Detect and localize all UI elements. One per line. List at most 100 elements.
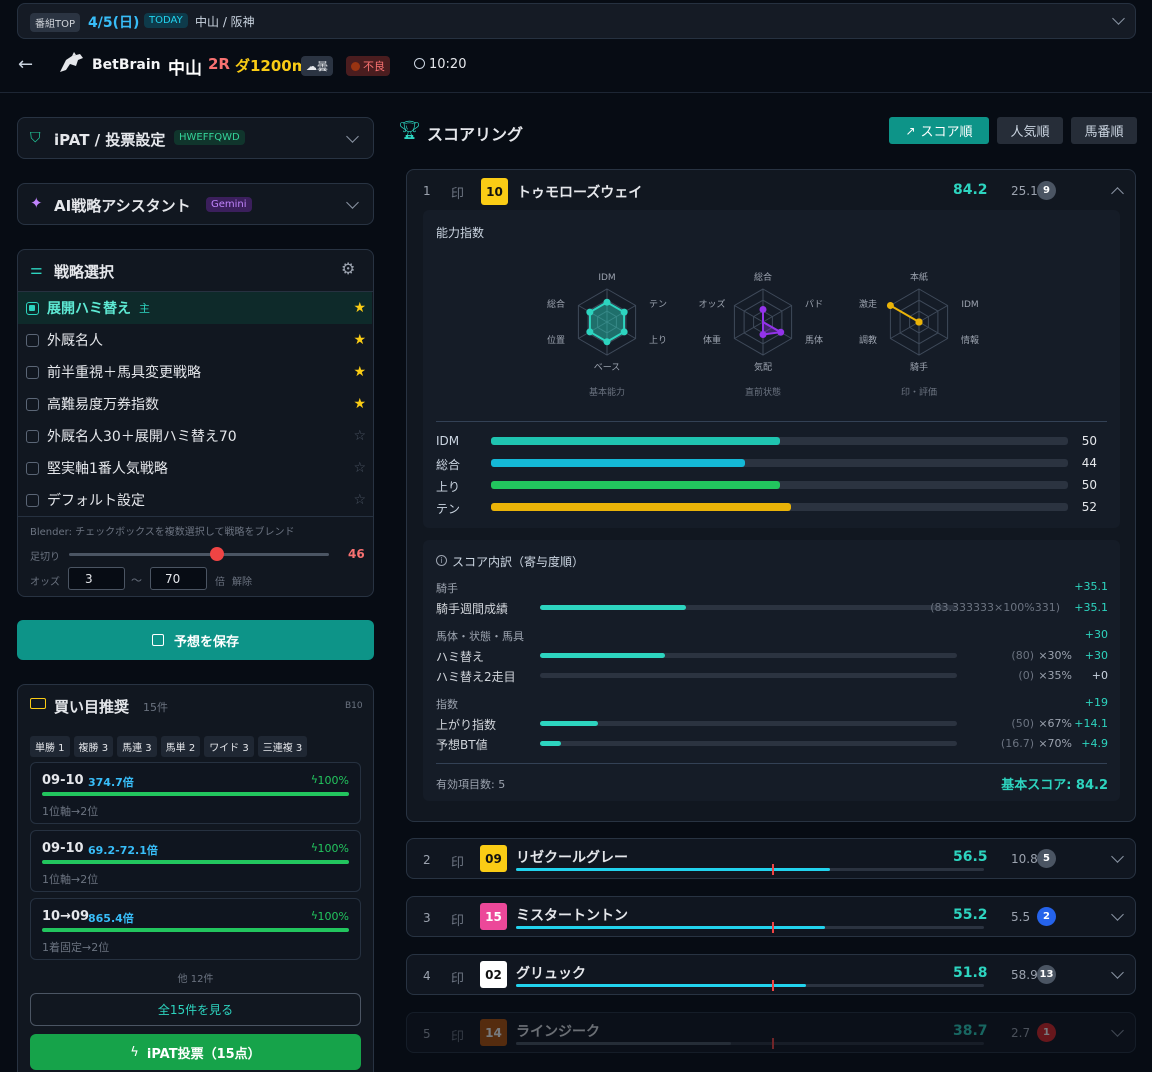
lightning-icon: ϟ (130, 1044, 139, 1060)
mark-button[interactable]: 印 (451, 856, 465, 871)
bet-type-chip[interactable]: 馬連 3 (117, 736, 157, 757)
chevron-down-icon[interactable] (1112, 12, 1125, 25)
strategy-checkbox[interactable] (26, 397, 39, 411)
radar-caption: 印・評価 (901, 386, 937, 398)
strategy-item[interactable]: 展開ハミ替え主 ★ (18, 292, 372, 324)
chevron-up-icon[interactable] (1111, 187, 1124, 200)
horse-row[interactable]: 5 印 14 ラインジーク 38.7 2.7 1 (406, 1012, 1136, 1053)
odds-min-value: 3 (85, 572, 93, 586)
strategy-checkbox[interactable] (26, 333, 39, 347)
breakdown-group-name: 指数 (436, 698, 458, 711)
bet-type-chip[interactable]: ワイド 3 (204, 736, 254, 757)
confidence-bar (42, 792, 349, 796)
chevron-down-icon[interactable] (1111, 966, 1124, 979)
breakdown-item-label: 騎手週間成績 (436, 602, 509, 616)
breakdown-bar-track (540, 653, 957, 658)
breakdown-contribution: +35.1 (1074, 601, 1108, 614)
star-outline-icon[interactable]: ☆ (353, 492, 366, 508)
bet-card[interactable]: 09-10 69.2-72.1倍 ϟ 100% 1位軸→2位 (30, 830, 361, 892)
horse-row[interactable]: 2 印 09 リゼクールグレー 56.5 10.8 5 (406, 838, 1136, 879)
chevron-down-icon[interactable] (1111, 850, 1124, 863)
strategy-checkbox[interactable] (26, 461, 39, 475)
mark-button[interactable]: 印 (451, 914, 465, 929)
race-selector-bar[interactable]: 番組TOP 4/5(日) TODAY 中山 / 阪神 (17, 3, 1136, 39)
horse-row[interactable]: 3 印 15 ミスタートントン 55.2 5.5 2 (406, 896, 1136, 937)
score-bar-fill (516, 868, 830, 871)
star-filled-icon[interactable]: ★ (353, 396, 366, 412)
horse-number-badge: 15 (480, 903, 507, 930)
sort-popularity-button[interactable]: 人気順 (997, 117, 1063, 144)
program-top-badge[interactable]: 番組TOP (30, 13, 81, 32)
ability-label: 総合 (436, 458, 461, 472)
gear-icon[interactable]: ⚙ (341, 259, 356, 278)
chevron-down-icon[interactable] (346, 130, 359, 143)
ipat-settings-card[interactable]: ⛉ iPAT / 投票設定 HWEFFQWD (17, 117, 374, 159)
cutoff-slider-track[interactable] (69, 553, 329, 556)
bet-type-chip[interactable]: 三連複 3 (257, 736, 308, 757)
bet-type-chip[interactable]: 馬単 2 (160, 736, 201, 757)
radar-point (759, 305, 767, 313)
star-filled-icon[interactable]: ★ (353, 364, 366, 380)
strategy-item[interactable]: 堅実軸1番人気戦略 ☆ (18, 452, 372, 484)
venues-label: 中山 / 阪神 (195, 15, 255, 29)
star-filled-icon[interactable]: ★ (353, 300, 366, 316)
strategy-checkbox[interactable] (26, 429, 39, 443)
mark-button[interactable]: 印 (451, 1030, 465, 1045)
strategy-item[interactable]: 外厩名人 ★ (18, 324, 372, 356)
horse-name: ラインジーク (516, 1024, 600, 1040)
strategy-item[interactable]: 外厩名人30＋展開ハミ替え70 ☆ (18, 420, 372, 452)
bet-type-chip[interactable]: 単勝 1 (30, 736, 70, 757)
trophy-icon: 🏆︎ (398, 120, 421, 141)
ipat-vote-button[interactable]: ϟ iPAT投票（15点） (30, 1034, 361, 1070)
strategy-checkbox[interactable] (26, 301, 39, 315)
breakdown-bar-fill (540, 741, 561, 746)
save-button-label: 予想を保存 (173, 634, 239, 650)
score-bar-track (516, 864, 984, 875)
strategy-checkbox[interactable] (26, 365, 39, 379)
star-outline-icon[interactable]: ☆ (353, 460, 366, 476)
bet-card[interactable]: 10→09 865.4倍 ϟ 100% 1着固定→2位 (30, 898, 361, 960)
horse-score: 51.8 (953, 965, 988, 981)
score-bar-fill (516, 926, 825, 929)
breakdown-group-name: 騎手 (436, 582, 458, 595)
save-prediction-button[interactable]: 予想を保存 (17, 620, 374, 660)
bet-odds: 374.7倍 (88, 776, 134, 789)
ai-assistant-card[interactable]: ✦ AI戦略アシスタント Gemini (17, 183, 374, 225)
rank: 2 (423, 853, 431, 867)
strategy-item[interactable]: デフォルト設定 ☆ (18, 484, 372, 516)
base-score: 基本スコア: 84.2 (1001, 778, 1108, 793)
odds-clear-link[interactable]: 解除 (232, 577, 252, 588)
star-outline-icon[interactable]: ☆ (353, 428, 366, 444)
cutoff-marker (772, 864, 774, 875)
chevron-down-icon[interactable] (1111, 1024, 1124, 1037)
horse-row[interactable]: 4 印 02 グリュック 51.8 58.9 13 (406, 954, 1136, 995)
strategy-label: 高難易度万券指数 (47, 397, 159, 413)
cutoff-slider-handle[interactable] (210, 547, 224, 561)
breakdown-bar-fill (540, 721, 599, 726)
odds-min-input[interactable]: 3 (68, 567, 125, 590)
sort-score-button[interactable]: ↗ スコア順 (889, 117, 989, 144)
ability-bar-fill (491, 459, 745, 467)
horse-row-header[interactable]: 1 印 10 トゥモローズウェイ 84.2 25.1 9 (407, 170, 1135, 212)
mark-button[interactable]: 印 (451, 972, 465, 987)
back-arrow-icon[interactable]: ← (18, 54, 34, 75)
cutoff-label: 足切り (30, 552, 60, 563)
chevron-down-icon[interactable] (346, 196, 359, 209)
rank: 1 (423, 184, 431, 198)
sort-number-button[interactable]: 馬番順 (1071, 117, 1137, 144)
today-badge: TODAY (144, 13, 188, 28)
bet-type-chip[interactable]: 複勝 3 (73, 736, 114, 757)
star-filled-icon[interactable]: ★ (353, 332, 366, 348)
ability-value: 44 (1081, 456, 1097, 470)
horse-odds: 25.1 (1011, 184, 1038, 198)
mark-button[interactable]: 印 (451, 187, 465, 202)
chevron-down-icon[interactable] (1111, 908, 1124, 921)
strategy-item[interactable]: 前半重視＋馬具変更戦略 ★ (18, 356, 372, 388)
bet-card[interactable]: 09-10 374.7倍 ϟ 100% 1位軸→2位 (30, 762, 361, 824)
radar-axis (734, 321, 764, 339)
odds-max-input[interactable]: 70 (150, 567, 207, 590)
strategy-item[interactable]: 高難易度万券指数 ★ (18, 388, 372, 420)
view-all-button[interactable]: 全15件を見る (30, 993, 361, 1026)
strategy-checkbox[interactable] (26, 493, 39, 507)
popularity-badge: 5 (1037, 849, 1056, 868)
